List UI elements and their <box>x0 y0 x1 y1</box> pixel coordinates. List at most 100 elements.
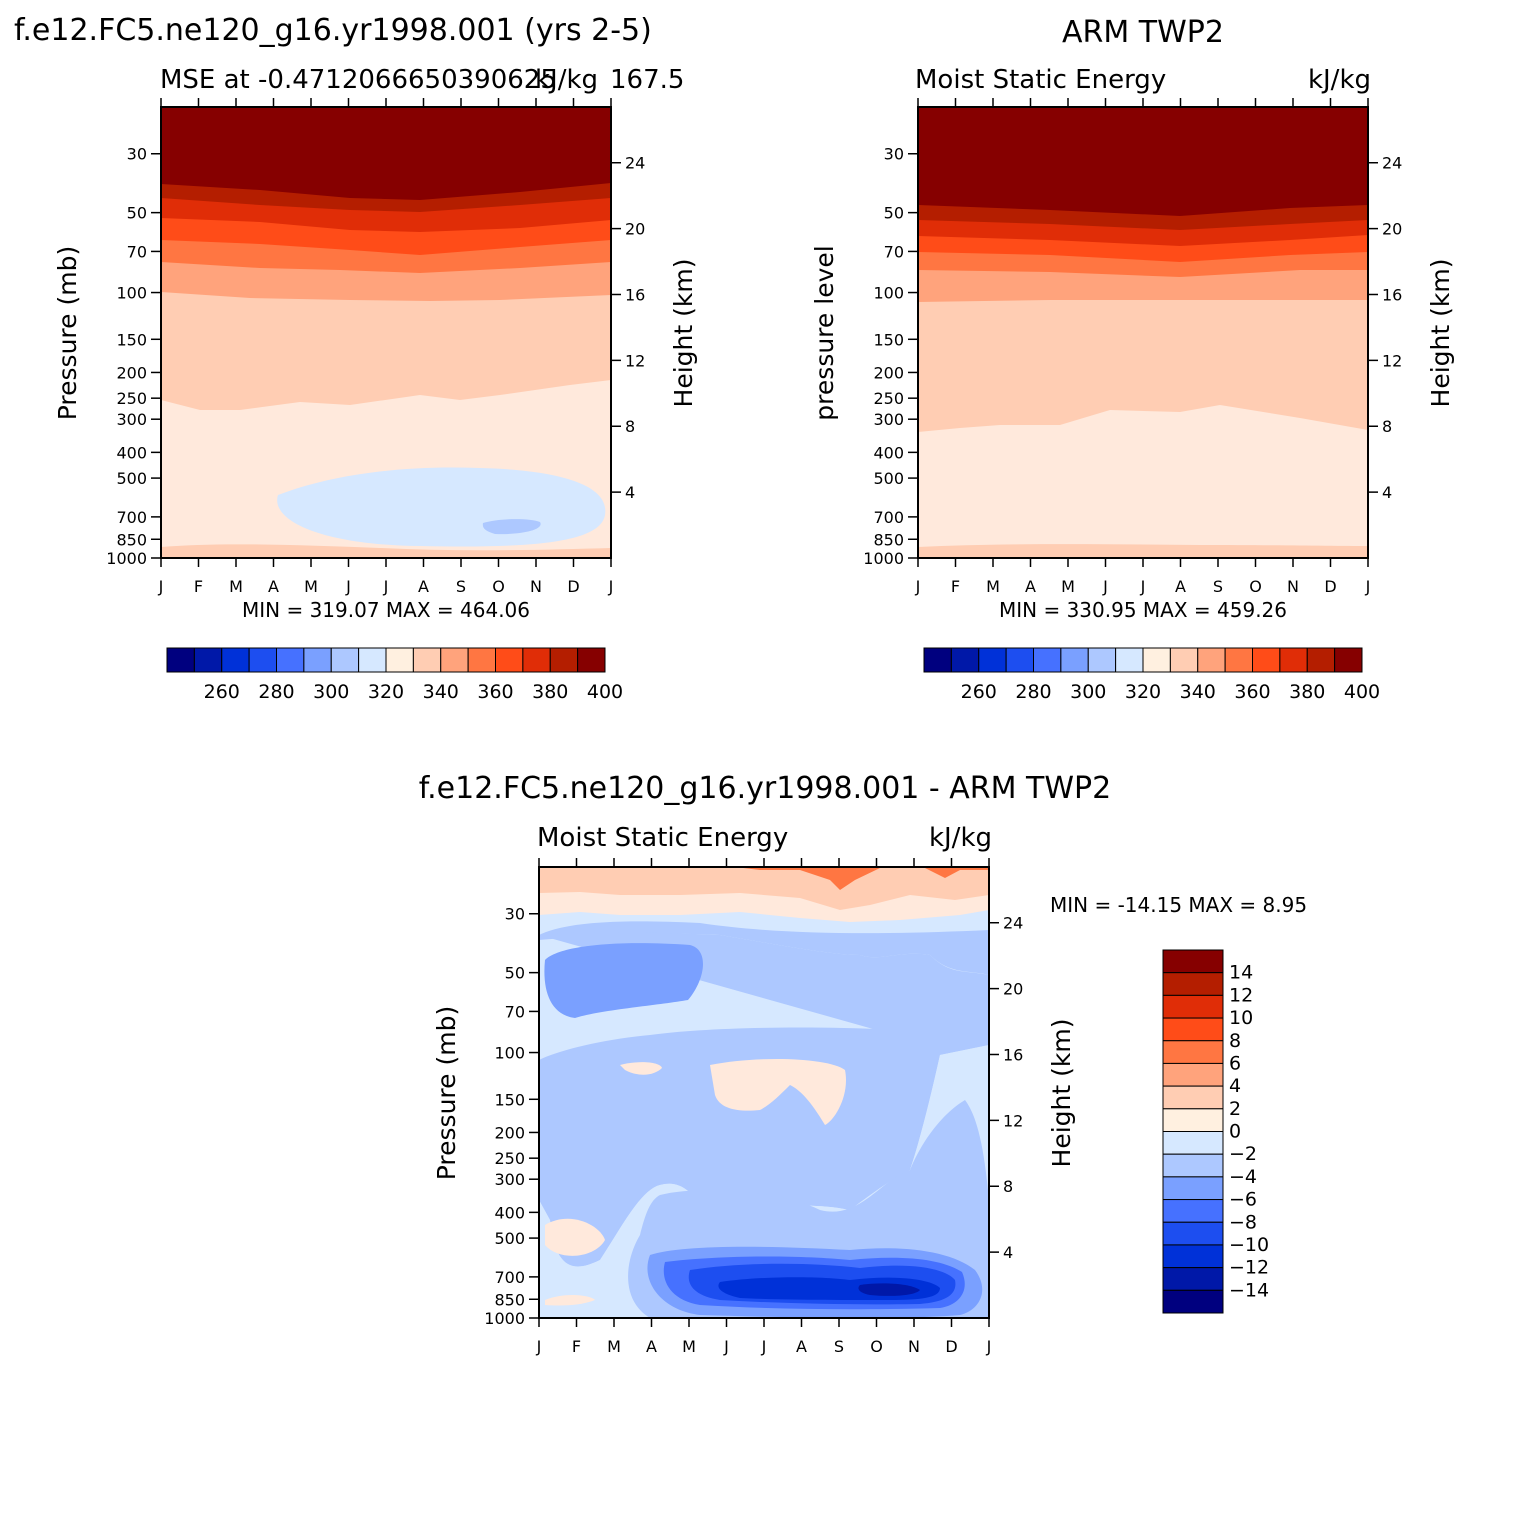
x-tick-label: J <box>345 577 351 596</box>
y-tick-label: 1000 <box>106 549 147 568</box>
y-tick-label: 30 <box>505 905 525 924</box>
colorbar-label: 8 <box>1229 1030 1241 1052</box>
x-tick-label: M <box>229 577 243 596</box>
colorbar-swatch <box>1162 1108 1224 1132</box>
colorbar-swatch <box>358 647 387 673</box>
x-tick-label: S <box>834 1337 844 1356</box>
contour-band-0-2-small <box>620 1062 662 1075</box>
colorbar-swatch <box>923 647 952 673</box>
y-axis-label: pressure level <box>810 245 839 420</box>
y-right-tick-label: 8 <box>625 417 635 436</box>
colorbar-label: −14 <box>1229 1279 1269 1301</box>
x-tick-label: N <box>908 1337 920 1356</box>
y-tick-label: 50 <box>505 964 525 983</box>
panel-title: ARM TWP2 <box>1062 15 1224 50</box>
colorbar-label: −2 <box>1229 1143 1257 1165</box>
y-tick-label: 400 <box>494 1203 525 1222</box>
colorbar-label: 280 <box>1015 681 1051 703</box>
colorbar-label: 400 <box>1344 681 1380 703</box>
colorbar-swatch <box>522 647 551 673</box>
x-tick-label: A <box>1025 577 1036 596</box>
y-tick-label: 1000 <box>484 1309 525 1328</box>
colorbar-label: 300 <box>313 681 349 703</box>
colorbar-swatch <box>1197 647 1226 673</box>
y-tick-label: 850 <box>116 530 147 549</box>
y-tick-label: 50 <box>127 204 147 223</box>
y-axis-right-label: Height (km) <box>1426 259 1455 408</box>
colorbar-swatch <box>385 647 414 673</box>
y-right-tick-label: 16 <box>1003 1045 1023 1064</box>
y-tick-label: 50 <box>884 204 904 223</box>
x-tick-label: J <box>383 577 389 596</box>
y-tick-label: 100 <box>116 284 147 303</box>
panel-subtitle: MSE at -0.4712066650390625 <box>160 65 557 95</box>
colorbar-swatch <box>166 647 195 673</box>
panel-subtitle-extra: 167.5 <box>610 65 684 95</box>
contour-field <box>161 107 611 558</box>
panel-units: kJ/kg <box>1308 65 1371 95</box>
y-tick-label: 700 <box>873 508 904 527</box>
colorbar-swatch <box>1162 1085 1224 1110</box>
x-tick-label: M <box>986 577 1000 596</box>
axes: J F M A M J J A S O N D J 30 50 70 100 150 200 250 300 400 500… <box>106 98 645 596</box>
colorbar-label: 10 <box>1229 1007 1253 1029</box>
contour-band-2-4 <box>539 867 989 910</box>
y-tick-label: 250 <box>116 389 147 408</box>
y-tick-label: 300 <box>116 410 147 429</box>
colorbar-swatch <box>1334 647 1363 673</box>
panel-title: f.e12.FC5.ne120_g16.yr1998.001 (yrs 2-5) <box>14 13 652 48</box>
colorbar-label: 4 <box>1229 1075 1241 1097</box>
colorbar-swatch <box>1162 972 1224 996</box>
x-tick-label: A <box>796 1337 807 1356</box>
x-tick-label: J <box>986 1337 992 1356</box>
colorbar-label: −8 <box>1229 1211 1257 1233</box>
colorbar-swatch <box>1087 647 1117 673</box>
contour-band-above-400 <box>918 107 1368 216</box>
y-tick-label: 700 <box>494 1268 525 1287</box>
colorbar-swatch <box>276 647 305 673</box>
x-tick-label: A <box>418 577 429 596</box>
y-tick-label: 400 <box>873 443 904 462</box>
y-tick-label: 250 <box>494 1149 525 1168</box>
colorbar-label: 0 <box>1229 1121 1241 1143</box>
y-tick-label: 70 <box>884 242 904 261</box>
x-tick-label: J <box>1365 577 1371 596</box>
x-tick-label: S <box>1213 577 1223 596</box>
colorbar-label: 360 <box>1234 681 1270 703</box>
colorbar-label: −6 <box>1229 1189 1257 1211</box>
x-tick-label: J <box>723 1337 729 1356</box>
y-right-tick-label: 8 <box>1003 1177 1013 1196</box>
y-right-tick-label: 16 <box>1382 285 1402 304</box>
y-tick-label: 70 <box>505 1002 525 1021</box>
colorbar-label: 6 <box>1229 1052 1241 1074</box>
x-tick-label: J <box>761 1337 767 1356</box>
y-tick-label: 500 <box>116 469 147 488</box>
y-axis-right-label: Height (km) <box>669 259 698 408</box>
y-tick-label: 30 <box>127 145 147 164</box>
x-tick-label: F <box>572 1337 581 1356</box>
colorbar-swatch <box>978 647 1007 673</box>
colorbar-swatch <box>1162 949 1224 974</box>
colorbar-swatch <box>1162 1199 1224 1223</box>
colorbar: 260 280 300 320 340 360 380 400 <box>166 647 623 703</box>
colorbar-label: 12 <box>1229 984 1253 1006</box>
colorbar-label: −4 <box>1229 1166 1257 1188</box>
y-axis-label: Pressure (mb) <box>53 246 82 420</box>
y-tick-label: 100 <box>873 284 904 303</box>
contour-band-above-400 <box>161 107 611 200</box>
contour-band-0-2-lower <box>545 1218 605 1256</box>
colorbar-label: 340 <box>423 681 459 703</box>
x-tick-label: J <box>608 577 614 596</box>
x-tick-label: J <box>1140 577 1146 596</box>
y-right-tick-label: 24 <box>1382 154 1402 173</box>
colorbar: 260 280 300 320 340 360 380 400 <box>923 647 1380 703</box>
x-tick-label: M <box>607 1337 621 1356</box>
x-tick-label: M <box>682 1337 696 1356</box>
y-right-tick-label: 24 <box>625 154 645 173</box>
y-right-tick-label: 24 <box>1003 914 1023 933</box>
x-tick-label: D <box>567 577 579 596</box>
x-tick-label: O <box>1249 577 1262 596</box>
contour-band-0-2-surface <box>545 1295 595 1306</box>
colorbar-swatch <box>330 647 360 673</box>
colorbar-swatch <box>577 647 606 673</box>
